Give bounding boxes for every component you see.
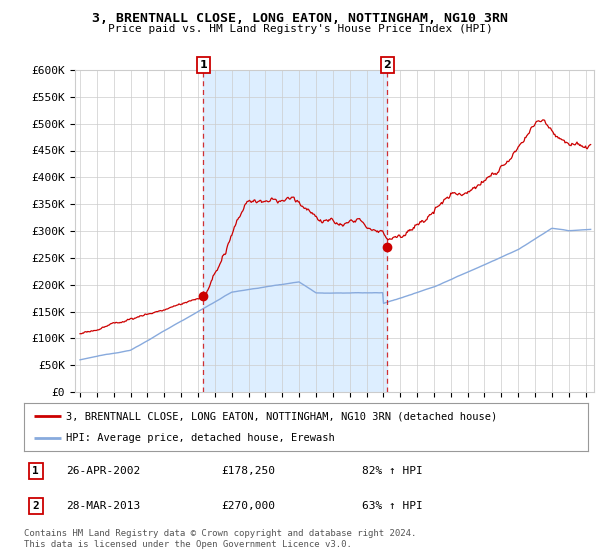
Text: £178,250: £178,250 xyxy=(221,466,275,476)
Text: 3, BRENTNALL CLOSE, LONG EATON, NOTTINGHAM, NG10 3RN: 3, BRENTNALL CLOSE, LONG EATON, NOTTINGH… xyxy=(92,12,508,25)
Text: Contains HM Land Registry data © Crown copyright and database right 2024.
This d: Contains HM Land Registry data © Crown c… xyxy=(24,529,416,549)
Text: 3, BRENTNALL CLOSE, LONG EATON, NOTTINGHAM, NG10 3RN (detached house): 3, BRENTNALL CLOSE, LONG EATON, NOTTINGH… xyxy=(66,411,497,421)
Text: 28-MAR-2013: 28-MAR-2013 xyxy=(66,501,140,511)
Text: Price paid vs. HM Land Registry's House Price Index (HPI): Price paid vs. HM Land Registry's House … xyxy=(107,24,493,34)
Text: 63% ↑ HPI: 63% ↑ HPI xyxy=(362,501,423,511)
Text: 2: 2 xyxy=(32,501,39,511)
Text: 1: 1 xyxy=(32,466,39,476)
Text: 82% ↑ HPI: 82% ↑ HPI xyxy=(362,466,423,476)
Text: 26-APR-2002: 26-APR-2002 xyxy=(66,466,140,476)
Text: £270,000: £270,000 xyxy=(221,501,275,511)
Text: 1: 1 xyxy=(200,60,207,70)
Text: 2: 2 xyxy=(383,60,391,70)
Bar xyxy=(203,70,388,392)
Text: HPI: Average price, detached house, Erewash: HPI: Average price, detached house, Erew… xyxy=(66,433,335,443)
